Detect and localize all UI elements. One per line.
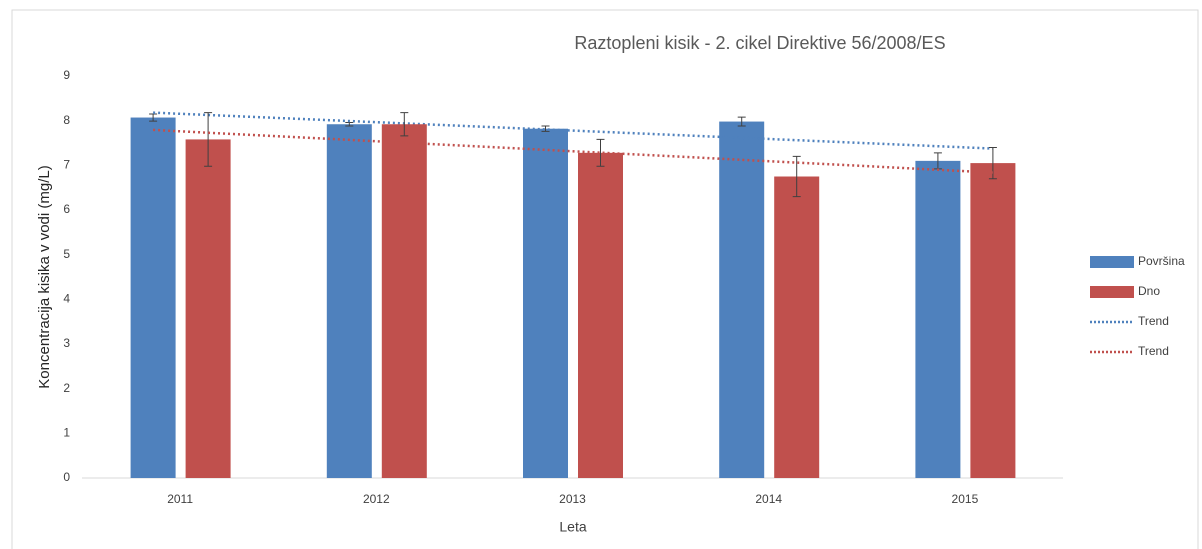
y-tick-label: 0 xyxy=(63,470,70,484)
y-tick-label: 5 xyxy=(63,247,70,261)
legend-label: Trend xyxy=(1138,344,1169,358)
x-tick-label: 2013 xyxy=(559,492,586,506)
legend-label: Površina xyxy=(1138,254,1185,268)
trend-line xyxy=(153,111,993,150)
x-tick-label: 2012 xyxy=(363,492,390,506)
y-tick-label: 1 xyxy=(63,426,70,440)
x-axis-label: Leta xyxy=(559,519,586,535)
x-tick-label: 2011 xyxy=(167,492,193,506)
bar xyxy=(185,139,231,478)
y-tick-label: 8 xyxy=(63,113,70,127)
bar xyxy=(381,124,427,479)
bar xyxy=(719,121,765,478)
y-tick-label: 7 xyxy=(63,158,70,172)
legend-label: Trend xyxy=(1138,314,1169,328)
bar xyxy=(326,124,372,479)
legend-label: Dno xyxy=(1138,284,1160,298)
y-tick-label: 6 xyxy=(63,202,70,216)
bar xyxy=(915,160,961,478)
chart-title: Raztopleni kisik - 2. cikel Direktive 56… xyxy=(574,33,945,53)
error-bar xyxy=(149,113,158,122)
y-tick-label: 3 xyxy=(63,336,70,350)
error-bar xyxy=(345,121,354,127)
legend-swatch xyxy=(1090,256,1134,268)
bar xyxy=(774,176,820,478)
x-tick-label: 2015 xyxy=(952,492,979,506)
y-tick-label: 9 xyxy=(63,68,70,82)
y-tick-label: 4 xyxy=(63,292,70,306)
error-bar xyxy=(204,112,213,167)
error-bar xyxy=(400,112,409,137)
y-tick-label: 2 xyxy=(63,381,70,395)
error-bar xyxy=(792,155,801,198)
bar xyxy=(523,128,568,478)
bar xyxy=(578,152,623,478)
error-bar xyxy=(988,146,997,180)
bar xyxy=(970,163,1016,478)
bar xyxy=(130,117,176,478)
y-axis-label: Koncentracija kisika v vodi (mg/L) xyxy=(36,165,53,388)
error-bar xyxy=(596,138,605,167)
error-bar xyxy=(737,116,746,127)
x-tick-label: 2014 xyxy=(755,492,782,506)
error-bar xyxy=(541,125,550,132)
trend-line xyxy=(153,128,993,174)
legend-swatch xyxy=(1090,286,1134,298)
